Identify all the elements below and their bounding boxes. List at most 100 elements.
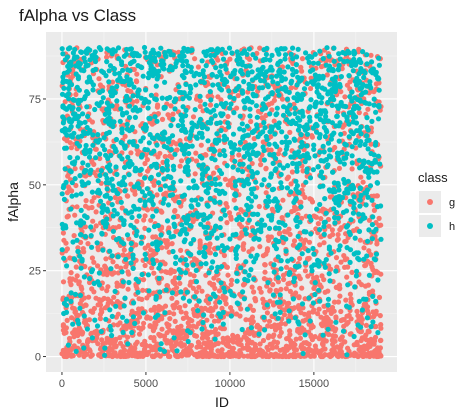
point-h [187,90,193,96]
point-h [365,238,371,244]
point-h [162,50,168,56]
point-h [366,174,372,180]
point-h [270,79,276,85]
point-g [172,207,178,214]
point-h [113,303,119,309]
point-g [302,311,308,317]
point-g [348,296,354,302]
point-h [328,154,334,160]
point-h [98,198,104,204]
point-h [205,138,211,144]
point-h [243,231,249,237]
point-h [354,60,360,66]
point-g [302,268,308,274]
point-h [354,268,360,274]
point-g [111,294,117,300]
point-h [295,115,301,121]
point-g [132,188,138,194]
point-h [269,67,275,73]
point-h [340,209,347,215]
point-g [280,197,286,203]
point-g [267,298,273,304]
point-h [171,98,177,105]
point-g [342,264,348,270]
point-h [228,313,234,319]
point-g [224,264,230,270]
point-h [237,139,243,146]
point-h [289,256,295,262]
point-g [328,308,334,314]
point-h [273,166,279,172]
point-g [95,302,101,308]
point-h [314,89,320,95]
point-h [225,120,231,126]
point-h [244,202,250,208]
point-h [142,175,148,181]
point-h [188,203,194,209]
point-g [338,335,345,341]
point-h [96,270,102,276]
point-h [366,272,372,278]
point-g [154,192,160,198]
point-h [62,166,68,172]
point-g [365,282,371,288]
point-h [192,183,198,189]
point-g [376,223,382,229]
point-g [309,337,315,343]
point-h [167,174,173,180]
point-g [225,182,231,188]
point-h [183,58,190,64]
point-g [333,255,340,261]
point-h [72,291,79,297]
point-h [300,152,306,159]
point-h [364,133,370,139]
point-h [354,75,360,81]
point-h [182,146,188,152]
point-g [349,269,355,275]
point-h [78,232,84,238]
point-g [192,171,198,177]
point-h [331,77,337,83]
point-h [364,61,370,67]
point-h [358,92,364,98]
point-h [254,221,261,227]
point-h [349,89,355,95]
point-h [193,197,199,203]
point-h [370,293,376,299]
point-g [136,309,142,316]
point-g [283,286,289,292]
point-g [68,282,74,288]
point-g [83,198,89,204]
point-h [349,98,355,104]
point-g [329,227,335,233]
point-h [148,66,154,72]
point-h [373,298,379,304]
point-h [286,89,292,95]
point-h [296,263,302,269]
point-h [326,244,332,250]
point-h [104,164,110,170]
point-h [354,128,360,134]
point-g [289,169,295,175]
point-h [113,164,119,170]
point-h [100,247,106,253]
point-h [246,81,252,87]
point-g [368,52,374,58]
point-h [205,203,211,209]
point-h [246,142,252,148]
point-h [250,149,256,155]
point-h [286,308,292,314]
point-g [249,339,255,345]
point-h [164,218,171,224]
point-h [107,195,113,201]
point-g [96,297,102,303]
point-g [256,203,262,210]
point-h [291,199,297,205]
point-g [193,333,200,339]
point-h [292,110,298,117]
point-h [206,270,212,276]
point-g [298,199,304,205]
point-h [369,118,375,124]
point-h [274,143,280,150]
point-h [275,80,281,87]
